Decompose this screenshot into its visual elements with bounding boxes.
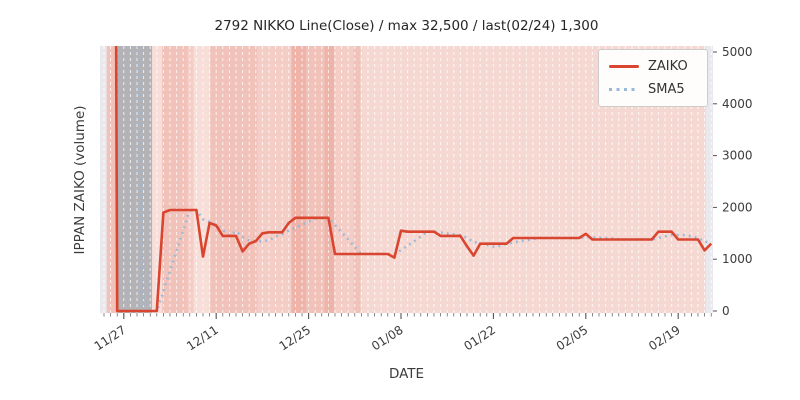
svg-text:4000: 4000 bbox=[722, 97, 753, 111]
svg-text:01/08: 01/08 bbox=[369, 323, 406, 354]
svg-text:01/22: 01/22 bbox=[461, 323, 498, 354]
zaiko-line-swatch-icon bbox=[609, 65, 639, 68]
svg-text:12/25: 12/25 bbox=[277, 323, 314, 354]
legend: ZAIKO SMA5 bbox=[598, 49, 708, 107]
legend-item-zaiko: ZAIKO bbox=[609, 59, 697, 74]
svg-text:1000: 1000 bbox=[722, 252, 753, 266]
svg-text:0: 0 bbox=[722, 304, 730, 318]
svg-text:5000: 5000 bbox=[722, 45, 753, 59]
svg-text:02/19: 02/19 bbox=[646, 323, 683, 354]
x-axis-label: DATE bbox=[388, 366, 425, 382]
chart-title: 2792 NIKKO Line(Close) / max 32,500 / la… bbox=[214, 18, 599, 34]
svg-text:3000: 3000 bbox=[722, 149, 753, 163]
y-axis-label: IPPAN ZAIKO (volume) bbox=[72, 105, 88, 255]
x-axis-tick-labels: 11/27 12/11 12/25 01/08 01/22 02/05 02/19 bbox=[92, 323, 683, 354]
legend-item-sma5: SMA5 bbox=[609, 82, 697, 97]
svg-text:02/05: 02/05 bbox=[554, 323, 591, 354]
legend-zaiko-label: ZAIKO bbox=[648, 59, 688, 74]
x-axis-ticks bbox=[103, 313, 712, 319]
svg-text:12/11: 12/11 bbox=[184, 323, 221, 354]
zaiko-line bbox=[114, 46, 713, 313]
y-axis-ticks: 0 1000 2000 3000 4000 5000 bbox=[713, 45, 753, 318]
day-gridlines bbox=[103, 46, 712, 313]
svg-text:11/27: 11/27 bbox=[92, 323, 129, 354]
svg-text:2000: 2000 bbox=[722, 200, 753, 214]
legend-sma5-label: SMA5 bbox=[648, 82, 685, 97]
sma5-dotted-swatch-icon bbox=[609, 88, 639, 91]
